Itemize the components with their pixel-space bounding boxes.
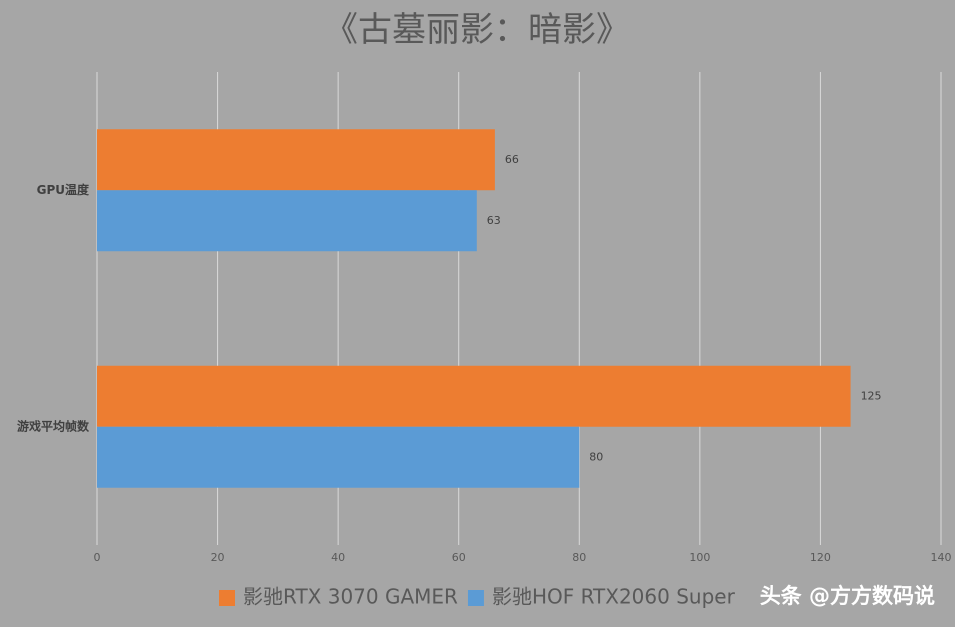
legend-label: 影驰RTX 3070 GAMER	[243, 585, 458, 609]
legend-label: 影驰HOF RTX2060 Super	[492, 585, 736, 609]
data-label: 63	[487, 214, 501, 227]
data-label: 125	[861, 389, 882, 402]
x-tick-label: 40	[331, 551, 345, 564]
watermark: 头条 @方方数码说	[760, 584, 935, 608]
legend-swatch	[467, 590, 484, 606]
data-label: 66	[505, 153, 519, 166]
bar	[97, 426, 580, 488]
y-tick-label: 游戏平均帧数	[17, 418, 90, 433]
bar	[97, 365, 851, 427]
y-tick-label: GPU温度	[37, 182, 90, 197]
bar	[97, 190, 477, 252]
chart-title: 《古墓丽影：暗影》	[324, 10, 630, 50]
x-tick-label: 20	[211, 551, 225, 564]
x-tick-label: 120	[810, 551, 831, 564]
bar	[97, 129, 495, 191]
legend-swatch	[219, 590, 235, 606]
x-tick-label: 140	[931, 551, 952, 564]
data-label: 80	[589, 450, 603, 463]
x-tick-label: 80	[572, 551, 586, 564]
x-tick-label: 60	[452, 551, 466, 564]
x-tick-label: 100	[689, 551, 710, 564]
x-tick-label: 0	[94, 551, 101, 564]
